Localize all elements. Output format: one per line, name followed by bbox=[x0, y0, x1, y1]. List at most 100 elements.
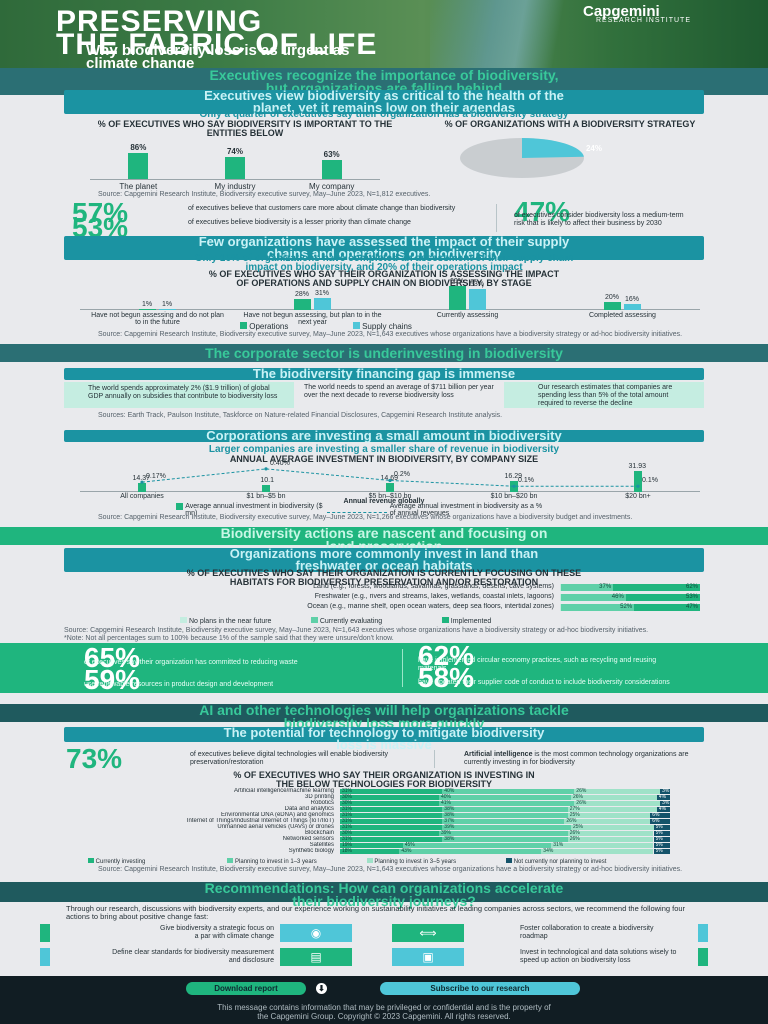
tech-segment-label: 3% bbox=[662, 800, 670, 806]
assessment-category-label: Completed assessing bbox=[589, 312, 656, 319]
pill-heading-tech-potential: The potential for technology to mitigate… bbox=[64, 726, 704, 751]
logo-subtitle: RESEARCH INSTITUTE bbox=[596, 17, 692, 24]
divider bbox=[496, 204, 497, 232]
subtitle-line-1: Why biodiversity loss is as urgent as bbox=[86, 42, 350, 59]
tech-segment-label: 38% bbox=[444, 836, 455, 842]
habitat-category-label: Freshwater (e.g., rivers and streams, la… bbox=[314, 593, 554, 600]
hero-river-image bbox=[430, 0, 610, 68]
tech-category-label: Synthetic biology bbox=[288, 848, 334, 854]
habitat-stack-segment bbox=[560, 604, 562, 611]
download-report-button[interactable]: Download report bbox=[186, 982, 306, 995]
handshake-icon: ⟺ bbox=[392, 924, 464, 942]
tech-segment-label: 4% bbox=[658, 806, 667, 812]
legend-label-share: Average annual investment in biodiversit… bbox=[389, 503, 543, 517]
pill-heading-financing-gap: The biodiversity financing gap is immens… bbox=[64, 367, 704, 380]
tech-stack-segment bbox=[402, 843, 552, 848]
ai-note-title: Artificial intelligence bbox=[464, 751, 533, 758]
strategy-pie-chart: 24% bbox=[460, 138, 602, 178]
tech-category-label: Blockchain bbox=[304, 830, 334, 836]
tech-chart-title: % OF EXECUTIVES WHO SAY THEIR ORGANIZATI… bbox=[64, 771, 704, 789]
stat-58-text: have updated their supplier code of cond… bbox=[418, 679, 670, 686]
intro-line-2: impact on biodiversity, and 20% of their… bbox=[245, 262, 523, 273]
importance-category-label: The planet bbox=[119, 182, 158, 191]
strategy-chart-title: % OF ORGANIZATIONS WITH A BIODIVERSITY S… bbox=[444, 119, 696, 129]
capgemini-logo: Capgemini bbox=[583, 3, 660, 20]
rec-accent-4 bbox=[698, 948, 708, 966]
assessment-bar-label: 31% bbox=[314, 289, 329, 297]
title-line-1: PRESERVING bbox=[56, 5, 263, 38]
importance-bar bbox=[321, 160, 342, 180]
tech-segment-label: 3% bbox=[662, 788, 670, 794]
band-line-2: biodiversity loss more quickly bbox=[283, 715, 485, 731]
investment-bar bbox=[262, 485, 270, 492]
pill-line-2: planet, yet it remains low on their agen… bbox=[252, 100, 516, 115]
tech-stack-segment bbox=[653, 843, 670, 848]
investment-share-point bbox=[388, 478, 392, 483]
financing-cards: The world spends approximately 2% ($1.9 … bbox=[64, 382, 704, 408]
habitat-stack-segment bbox=[625, 594, 700, 601]
caption-line-2: HABITATS FOR BIODIVERSITY PRESERVATION A… bbox=[229, 577, 539, 587]
legend-swatch-no-plans bbox=[180, 617, 187, 623]
assessment-legend: Operations Supply chains bbox=[240, 322, 412, 331]
stat-73-text: of executives believe digital technologi… bbox=[190, 751, 389, 766]
section-intro: Larger companies are investing a smaller… bbox=[208, 444, 560, 455]
investment-share-polyline bbox=[141, 468, 638, 487]
tech-segment-label: 31% bbox=[342, 824, 353, 830]
habitat-segment-label: 52% bbox=[620, 604, 633, 610]
tech-stack-segment bbox=[567, 831, 654, 836]
tech-stack-segment bbox=[571, 795, 657, 800]
tech-stack-segment bbox=[567, 837, 654, 842]
tech-segment-label: 6% bbox=[652, 812, 660, 818]
tech-segment-label: 45% bbox=[404, 842, 415, 848]
assessment-bar bbox=[623, 303, 641, 310]
investment-chart-title: ANNUAL AVERAGE INVESTMENT IN BIODIVERSIT… bbox=[229, 454, 539, 464]
tech-stack-segment bbox=[650, 813, 670, 818]
assessment-bar bbox=[158, 309, 176, 310]
habitat-stack-segment bbox=[561, 604, 635, 611]
ai-note-text: is the most common technology organizati… bbox=[464, 751, 689, 766]
download-icon[interactable]: ⬇ bbox=[316, 983, 327, 994]
investment-share-point bbox=[264, 467, 268, 471]
stat-47-text: of executives consider biodiversity loss… bbox=[514, 212, 684, 227]
tech-segment-label: 31% bbox=[553, 842, 564, 848]
investment-category-label: $20 bn+ bbox=[625, 493, 651, 500]
tech-segment-label: 31% bbox=[342, 836, 353, 842]
tech-stack-segment bbox=[574, 789, 661, 794]
tech-segment-label: 19% bbox=[342, 842, 353, 848]
tech-stack-segment bbox=[650, 819, 670, 824]
investment-share-label: 0.1% bbox=[642, 477, 658, 485]
band-line-1: Executives recognize the importance of b… bbox=[209, 67, 559, 83]
page-title: PRESERVING THE FABRIC OF LIFE bbox=[56, 5, 377, 60]
tech-stack-segment bbox=[541, 849, 654, 854]
tech-segment-label: 26% bbox=[576, 788, 587, 794]
investment-bar-label: 10.1 bbox=[260, 477, 274, 485]
tech-stack-segment bbox=[439, 831, 568, 836]
tech-segment-label: 43% bbox=[401, 848, 412, 854]
assessment-bar-label: 20% bbox=[604, 294, 619, 301]
assessment-bar bbox=[603, 302, 621, 310]
tech-segment-label: 4% bbox=[658, 794, 667, 800]
legend-label-1-3: Planning to invest in 1–3 years bbox=[235, 859, 317, 865]
habitat-stack-segment bbox=[561, 584, 614, 591]
assessment-chart-title: % OF EXECUTIVES WHO SAY THEIR ORGANIZATI… bbox=[64, 270, 704, 288]
tech-stack-segment bbox=[442, 789, 575, 794]
tech-segment-label: 5% bbox=[655, 824, 663, 830]
band-line-1: Recommendations: How can organizations a… bbox=[204, 880, 564, 896]
importance-chart-title: % OF EXECUTIVES WHO SAY BIODIVERSITY IS … bbox=[97, 119, 393, 138]
card-subsidies: The world spends approximately 2% ($1.9 … bbox=[88, 385, 278, 400]
tech-stack-segment bbox=[439, 795, 571, 800]
tech-stack-segment bbox=[567, 807, 657, 812]
habitat-segment-label: 46% bbox=[611, 594, 624, 600]
subscribe-button[interactable]: Subscribe to our research bbox=[380, 982, 580, 995]
stat-59-text: use renewable resources in product desig… bbox=[84, 681, 274, 688]
stat-47: 47% bbox=[514, 196, 571, 227]
tech-stack-segment bbox=[660, 801, 670, 806]
investment-category-label: $5 bn–$10 bn bbox=[368, 493, 412, 500]
chip-icon: ▣ bbox=[392, 948, 464, 966]
legend-swatch-operations bbox=[240, 322, 247, 329]
stat-59: 59% bbox=[84, 664, 141, 695]
investment-share-point bbox=[512, 484, 516, 488]
tech-stack-segment bbox=[567, 813, 651, 818]
importance-bar-chart: 86% The planet 74% My industry 63% My company bbox=[90, 140, 380, 191]
tech-stack-segment bbox=[656, 795, 670, 800]
